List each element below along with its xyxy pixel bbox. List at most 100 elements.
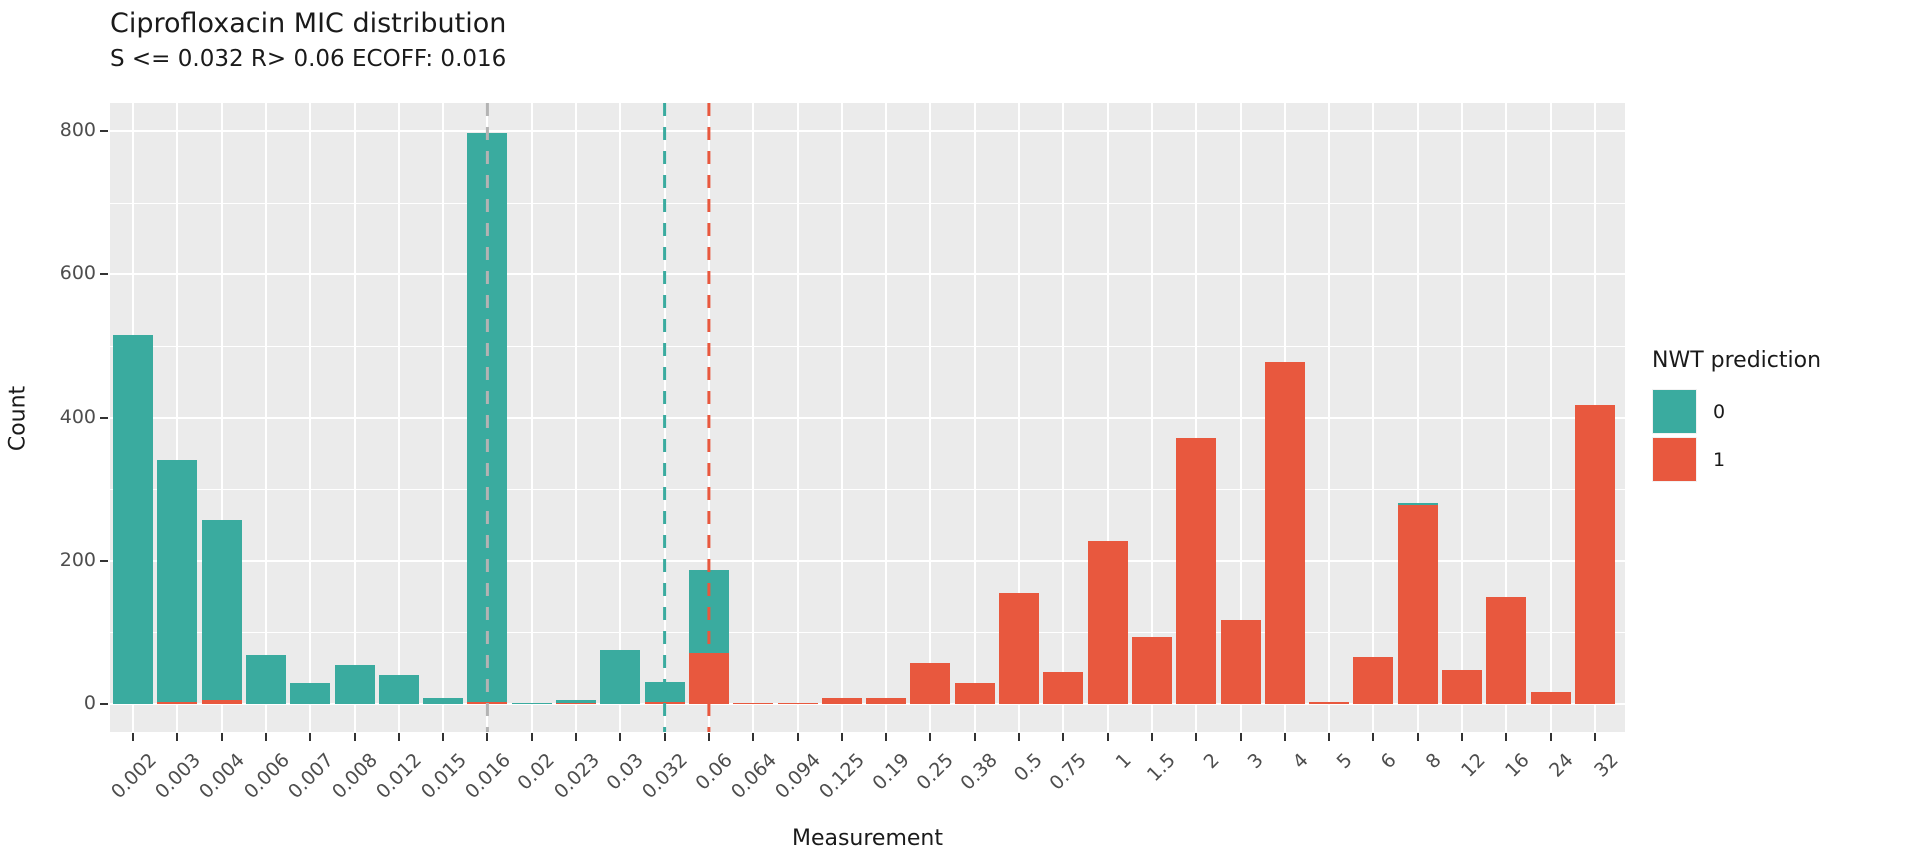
x-tick-mark [1593,733,1596,741]
bar-1.5-nwt1 [1131,637,1172,705]
gridline-major [110,559,1625,562]
x-tick-mark [1195,733,1198,741]
x-tick-mark [1106,733,1109,741]
bar-0.006-nwt0 [245,655,286,705]
y-axis-title: Count [5,385,31,452]
x-axis-title: Measurement [791,826,944,851]
gridline-major [110,703,1625,706]
legend-swatch-fill-nwt0 [1653,390,1696,433]
gridline-minor [110,489,1625,491]
bar-0.19-nwt1 [866,698,907,705]
bar-0.007-nwt0 [290,682,331,705]
x-tick-label: 0.006 [239,749,294,804]
y-tick-label: 600 [59,262,96,285]
x-tick-label: 0.19 [868,749,914,795]
bar-0.003-nwt1 [157,701,198,705]
x-tick-mark [1018,733,1020,741]
x-tick-mark [929,733,932,741]
x-tick-label: 0.125 [815,749,870,804]
y-tick-label: 0 [83,692,96,715]
x-tick-label: 0.064 [726,749,781,804]
bar-0.75-nwt1 [1043,671,1084,705]
x-tick-mark [442,733,445,741]
x-tick-label: 0.094 [771,749,826,804]
x-tick-label: 0.032 [638,749,693,804]
bar-0.023-nwt0 [556,699,596,703]
x-tick-label: 0.003 [150,749,205,804]
x-tick-mark [353,733,356,741]
x-tick-label: 0.004 [195,749,250,804]
x-tick-label: 0.012 [372,749,427,804]
x-tick-mark [796,733,799,741]
bar-8-nwt1 [1397,504,1438,705]
bar-0.06-nwt1 [688,653,729,705]
bar-0.012-nwt0 [378,674,419,705]
bar-0.25-nwt1 [910,662,951,705]
legend-swatch-fill-nwt1 [1653,438,1696,481]
bar-0.016-nwt0 [467,133,508,702]
bar-0.38-nwt1 [954,683,995,705]
x-tick-label: 1 [1111,749,1136,774]
x-tick-label: 8 [1421,749,1446,774]
bar-1-nwt1 [1087,540,1128,705]
x-tick-mark [1283,733,1286,741]
x-tick-label: 3 [1243,749,1269,774]
bar-0.032-nwt0 [644,681,685,702]
x-tick-mark [1239,733,1242,741]
x-tick-label: 24 [1545,749,1579,782]
bar-8-nwt0 [1397,502,1438,505]
bar-0.032-nwt1 [644,701,685,705]
y-tick-mark [100,129,108,132]
x-tick-label: 6 [1376,749,1401,774]
bar-16-nwt1 [1486,596,1527,705]
gridline-minor [110,632,1625,634]
bar-5-nwt1 [1309,701,1350,705]
x-tick-mark [1062,733,1065,741]
legend-swatch-nwt1 [1652,437,1697,482]
x-tick-mark [530,733,533,741]
x-tick-mark [132,733,134,741]
gridline-minor [110,345,1625,347]
x-tick-mark [397,733,400,741]
x-tick-mark [1461,733,1463,741]
x-tick-mark [1416,733,1419,741]
gridline-major [110,416,1625,419]
x-tick-mark [220,733,223,741]
x-tick-mark [264,733,267,741]
x-tick-mark [176,733,179,741]
bar-32-nwt1 [1574,404,1615,705]
x-tick-label: 0.023 [549,749,604,804]
x-tick-label: 16 [1501,749,1534,782]
x-tick-label: 2 [1199,749,1224,774]
bar-0.023-nwt1 [556,702,596,705]
legend-key-label: 0 [1713,400,1726,423]
x-tick-mark [973,733,976,741]
x-tick-mark [885,733,888,741]
bar-0.003-nwt0 [157,460,198,702]
gridline-major [110,273,1625,276]
bar-0.125-nwt1 [821,698,862,705]
x-tick-mark [707,733,710,741]
bar-0.5-nwt1 [999,593,1039,705]
bar-0.02-nwt0 [511,702,552,705]
x-tick-mark [1328,733,1331,741]
legend-swatch-nwt0 [1652,389,1697,434]
x-tick-mark [1505,733,1508,741]
x-tick-mark [619,733,622,741]
plot-panel [110,103,1625,732]
bar-3-nwt1 [1220,620,1261,705]
bar-0.008-nwt0 [334,665,375,705]
bar-0.016-nwt1 [467,701,508,705]
x-tick-mark [1372,733,1375,741]
bar-2-nwt1 [1176,437,1217,705]
bar-24-nwt1 [1530,691,1571,705]
bar-6-nwt1 [1353,657,1394,705]
x-tick-mark [486,733,489,741]
x-tick-mark [840,733,843,741]
y-tick-label: 200 [59,548,96,571]
y-tick-mark [100,703,108,706]
y-tick-mark [100,273,108,276]
y-tick-label: 400 [59,405,96,428]
